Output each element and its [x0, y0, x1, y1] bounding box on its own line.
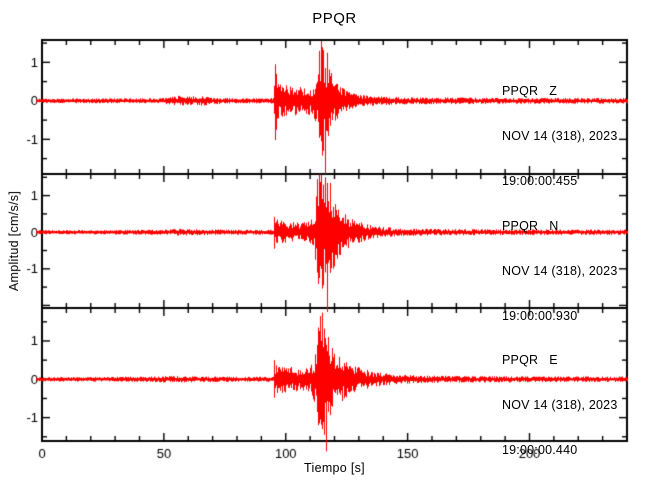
event-time: 19:00:00.930 — [502, 309, 578, 323]
station-component-label: PPQR E — [502, 353, 558, 367]
panel-annotation-e: PPQR E NOV 14 (318), 2023 19:00:00.440 — [502, 323, 627, 488]
event-time: 19:00:00.455 — [502, 174, 578, 188]
event-date: NOV 14 (318), 2023 — [502, 129, 618, 143]
station-component-label: PPQR Z — [502, 84, 558, 98]
station-component-label: PPQR N — [502, 219, 559, 233]
y-axis-label: Amplitud [cm/s/s] — [7, 190, 21, 292]
event-date: NOV 14 (318), 2023 — [502, 264, 618, 278]
plot-title: PPQR — [312, 10, 357, 27]
event-date: NOV 14 (318), 2023 — [502, 398, 618, 412]
panel-annotation-n: PPQR N NOV 14 (318), 2023 19:00:00.930 — [502, 189, 627, 354]
event-time: 19:00:00.440 — [502, 443, 578, 457]
x-axis-label: Tiempo [s] — [304, 461, 365, 475]
panel-annotation-z: PPQR Z NOV 14 (318), 2023 19:00:00.455 — [502, 54, 627, 219]
